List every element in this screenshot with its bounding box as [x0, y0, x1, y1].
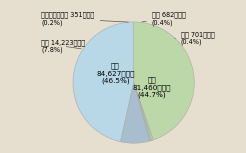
Text: 横領 14,223百万円
(7.8%): 横領 14,223百万円 (7.8%): [41, 39, 86, 53]
Wedge shape: [73, 22, 134, 142]
Wedge shape: [134, 83, 151, 141]
Text: 強盗 682百万円
(0.4%): 強盗 682百万円 (0.4%): [142, 12, 186, 26]
Wedge shape: [134, 83, 153, 140]
Wedge shape: [134, 83, 152, 141]
Text: 恐喝 701百万円
(0.4%): 恐喝 701百万円 (0.4%): [175, 31, 215, 45]
Text: 詐欺
84,627百万円
(46.5%): 詐欺 84,627百万円 (46.5%): [96, 63, 135, 84]
Text: 占有離脱物横領 351百万円
(0.2%): 占有離脱物横領 351百万円 (0.2%): [41, 12, 128, 26]
Text: 窃盗
81,460百万円
(44.7%): 窃盗 81,460百万円 (44.7%): [133, 76, 171, 98]
Wedge shape: [120, 83, 150, 143]
Wedge shape: [134, 22, 194, 140]
